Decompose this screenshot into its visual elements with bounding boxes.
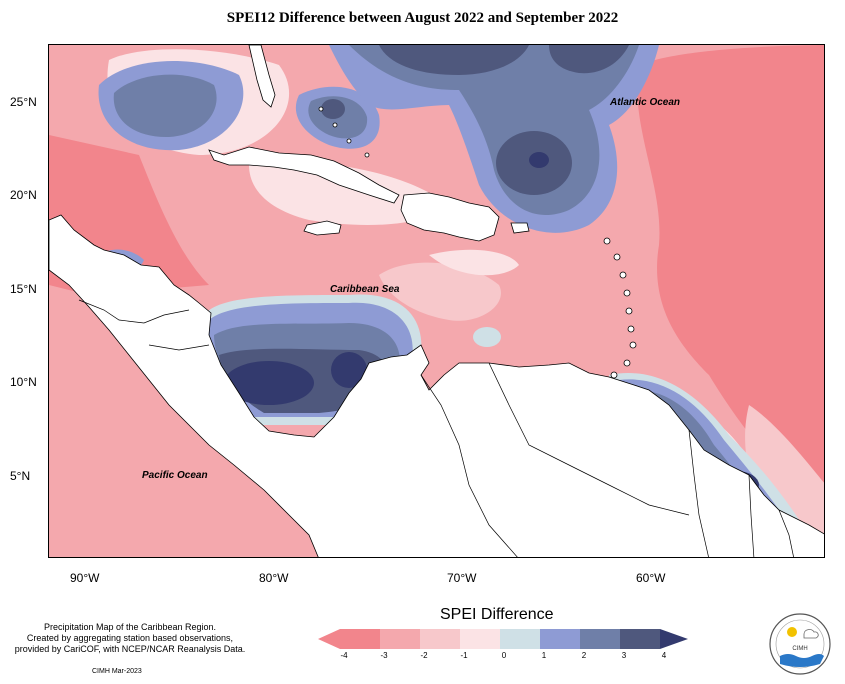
legend-swatch-6 — [540, 629, 580, 649]
lat-label-15n: 15°N — [10, 282, 37, 296]
water-icon — [780, 654, 824, 667]
country-borders — [78, 299, 794, 557]
pacific-ocean-label: Pacific Ocean — [142, 470, 208, 481]
legend-arrow-low — [318, 629, 340, 649]
lat-label-5n: 5°N — [10, 469, 31, 483]
legend-swatch-2 — [380, 629, 420, 649]
caribbean-sea-label: Caribbean Sea — [330, 284, 400, 295]
spei-light-zone-central — [379, 262, 501, 321]
legend-tick-0: 0 — [501, 651, 507, 660]
spei-positive-zone-florida — [98, 61, 244, 151]
legend-title: SPEI Difference — [440, 606, 554, 623]
spei-map — [49, 45, 824, 557]
legend-tick-neg4: -4 — [340, 651, 348, 660]
map-title: SPEI12 Difference between August 2022 an… — [226, 10, 619, 26]
legend-tick-neg2: -2 — [420, 651, 428, 660]
spei-positive-zone-atlantic — [329, 45, 659, 233]
legend-swatch-4 — [460, 629, 500, 649]
caption-line-1: Precipitation Map of the Caribbean Regio… — [43, 622, 217, 632]
lat-label-25n: 25°N — [10, 95, 37, 109]
credit-text: CIMH Mar-2023 — [92, 668, 142, 675]
lon-label-60w: 60°W — [636, 571, 666, 585]
logo-text: CIMH — [792, 646, 807, 652]
legend-tick-1: 1 — [541, 651, 547, 660]
sun-icon — [787, 627, 797, 637]
legend-swatch-7 — [580, 629, 620, 649]
spei-light-zone-guianas-coast — [745, 405, 824, 557]
spei-negative-zone-atlantic — [637, 45, 824, 514]
lesser-antilles-islands — [318, 106, 637, 379]
lon-label-70w: 70°W — [447, 571, 477, 585]
caption-line-3: provided by CariCOF, with NCEP/NCAR Rean… — [14, 644, 246, 654]
spei-positive-zone-venezuela-small — [473, 327, 501, 347]
atlantic-ocean-label: Atlantic Ocean — [610, 97, 681, 108]
legend-swatch-1 — [340, 629, 380, 649]
legend-swatch-8 — [620, 629, 660, 649]
legend-tick-2: 2 — [581, 651, 587, 660]
lon-label-90w: 90°W — [70, 571, 100, 585]
legend-tick-neg1: -1 — [460, 651, 468, 660]
cimh-logo: CIMH — [769, 613, 831, 675]
legend-tick-4: 4 — [661, 651, 667, 660]
spei-light-zone-hispaniola — [429, 249, 519, 276]
map-caption: Precipitation Map of the Caribbean Regio… — [10, 622, 250, 655]
land-masses — [49, 45, 824, 557]
spei-light-zone-cuba — [249, 162, 449, 225]
map-panel — [48, 44, 825, 558]
lat-label-10n: 10°N — [10, 375, 37, 389]
legend-arrow-high — [660, 629, 688, 649]
legend-swatch-5 — [500, 629, 540, 649]
legend-swatch-3 — [420, 629, 460, 649]
spei-positive-zone-central-america — [203, 294, 422, 425]
legend-tick-3: 3 — [621, 651, 627, 660]
caption-line-2: Created by aggregating station based obs… — [26, 633, 234, 643]
lat-label-20n: 20°N — [10, 188, 37, 202]
spei-positive-zone-bahamas — [295, 86, 380, 149]
legend-tick-neg3: -3 — [380, 651, 388, 660]
legend-color-bar — [318, 629, 688, 649]
lon-label-80w: 80°W — [259, 571, 289, 585]
cloud-icon — [803, 629, 819, 639]
